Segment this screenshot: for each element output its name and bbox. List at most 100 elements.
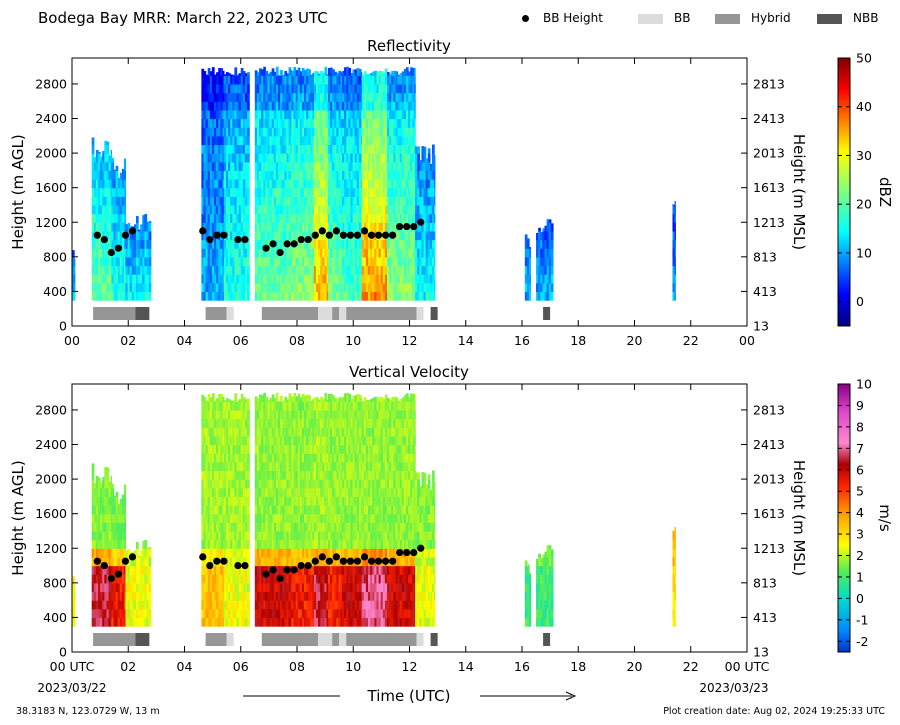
echo-cell xyxy=(242,265,246,275)
echo-cell xyxy=(526,238,530,241)
echo-cell xyxy=(254,565,258,575)
echo-cell xyxy=(91,161,95,171)
echo-cell xyxy=(234,574,238,584)
echo-cell xyxy=(244,461,248,472)
echo-cell xyxy=(269,582,273,593)
echo-cell xyxy=(326,239,329,249)
echo-cell xyxy=(304,196,307,206)
echo-cell xyxy=(254,461,258,472)
echo-cell xyxy=(380,282,384,293)
echo-cell xyxy=(415,196,418,206)
echo-cell xyxy=(216,461,219,472)
echo-cell xyxy=(423,265,427,275)
echo-cell xyxy=(374,75,378,85)
echo-cell xyxy=(242,179,246,189)
bb-height-point xyxy=(241,235,249,244)
echo-cell xyxy=(365,274,369,284)
echo-cell xyxy=(414,187,416,197)
echo-cell xyxy=(236,591,240,601)
echo-cell xyxy=(318,239,321,249)
echo-cell xyxy=(263,248,266,258)
echo-cell xyxy=(387,170,390,180)
echo-cell xyxy=(135,230,139,241)
echo-cell xyxy=(261,109,264,120)
echo-cell xyxy=(297,239,301,249)
echo-cell xyxy=(368,109,371,120)
echo-cell xyxy=(104,248,108,258)
echo-cell xyxy=(295,127,299,137)
echo-cell xyxy=(297,291,301,301)
echo-cell xyxy=(113,170,117,180)
echo-cell xyxy=(148,291,152,301)
echo-cell xyxy=(267,591,271,601)
echo-cell xyxy=(370,213,373,223)
echo-cell xyxy=(207,187,211,197)
echo-cell xyxy=(223,74,227,76)
echo-cell xyxy=(354,69,358,76)
echo-cell xyxy=(286,92,290,102)
echo-cell xyxy=(408,274,411,284)
echo-cell xyxy=(148,222,152,232)
echo-cell xyxy=(299,92,303,102)
echo-cell xyxy=(288,248,292,258)
echo-cell xyxy=(374,118,378,128)
echo-cell xyxy=(427,230,431,241)
echo-cell xyxy=(278,222,281,232)
echo-cell xyxy=(100,591,103,601)
echo-cell xyxy=(306,135,309,146)
echo-cell xyxy=(384,239,388,249)
echo-cell xyxy=(286,187,290,197)
echo-cell xyxy=(278,556,281,567)
echo-cell xyxy=(278,487,281,497)
echo-cell xyxy=(91,222,95,232)
echo-cell xyxy=(275,617,279,627)
echo-cell xyxy=(410,274,413,284)
echo-cell xyxy=(336,187,340,197)
echo-cell xyxy=(74,584,76,593)
echo-cell xyxy=(104,582,108,593)
echo-cell xyxy=(223,222,227,232)
bb-type-segment xyxy=(430,307,438,320)
echo-cell xyxy=(228,608,231,619)
echo-cell xyxy=(336,204,340,215)
y-tick-label-right: 1613 xyxy=(753,180,785,195)
echo-cell xyxy=(429,265,433,275)
echo-cell xyxy=(259,401,262,411)
echo-cell xyxy=(203,444,207,454)
echo-cell xyxy=(344,118,347,128)
echo-cell xyxy=(271,204,275,215)
echo-cell xyxy=(228,548,231,558)
echo-cell xyxy=(240,248,244,258)
echo-cell xyxy=(214,239,217,249)
echo-cell xyxy=(399,92,403,102)
echo-cell xyxy=(244,409,248,420)
echo-cell xyxy=(238,600,242,610)
echo-cell xyxy=(211,204,215,215)
echo-cell xyxy=(389,127,392,137)
echo-cell xyxy=(412,67,416,76)
echo-cell xyxy=(240,496,244,506)
echo-cell xyxy=(332,187,335,197)
echo-cell xyxy=(220,444,224,454)
echo-cell xyxy=(267,187,271,197)
echo-cell xyxy=(129,282,133,293)
echo-cell xyxy=(259,470,262,480)
echo-cell xyxy=(102,539,105,549)
echo-cell xyxy=(223,565,227,575)
echo-cell xyxy=(117,608,121,619)
echo-cell xyxy=(278,565,281,575)
legend-swatch xyxy=(638,13,663,24)
echo-cell xyxy=(117,222,121,232)
echo-cell xyxy=(380,92,384,102)
echo-cell xyxy=(244,222,248,232)
echo-cell xyxy=(115,165,119,171)
echo-cell xyxy=(291,291,295,301)
echo-cell xyxy=(320,265,323,275)
echo-cell xyxy=(288,75,292,85)
echo-cell xyxy=(265,265,269,275)
echo-cell xyxy=(313,204,317,215)
echo-cell xyxy=(228,470,231,480)
echo-cell xyxy=(297,161,301,171)
echo-cell xyxy=(234,109,238,120)
echo-cell xyxy=(313,101,317,111)
